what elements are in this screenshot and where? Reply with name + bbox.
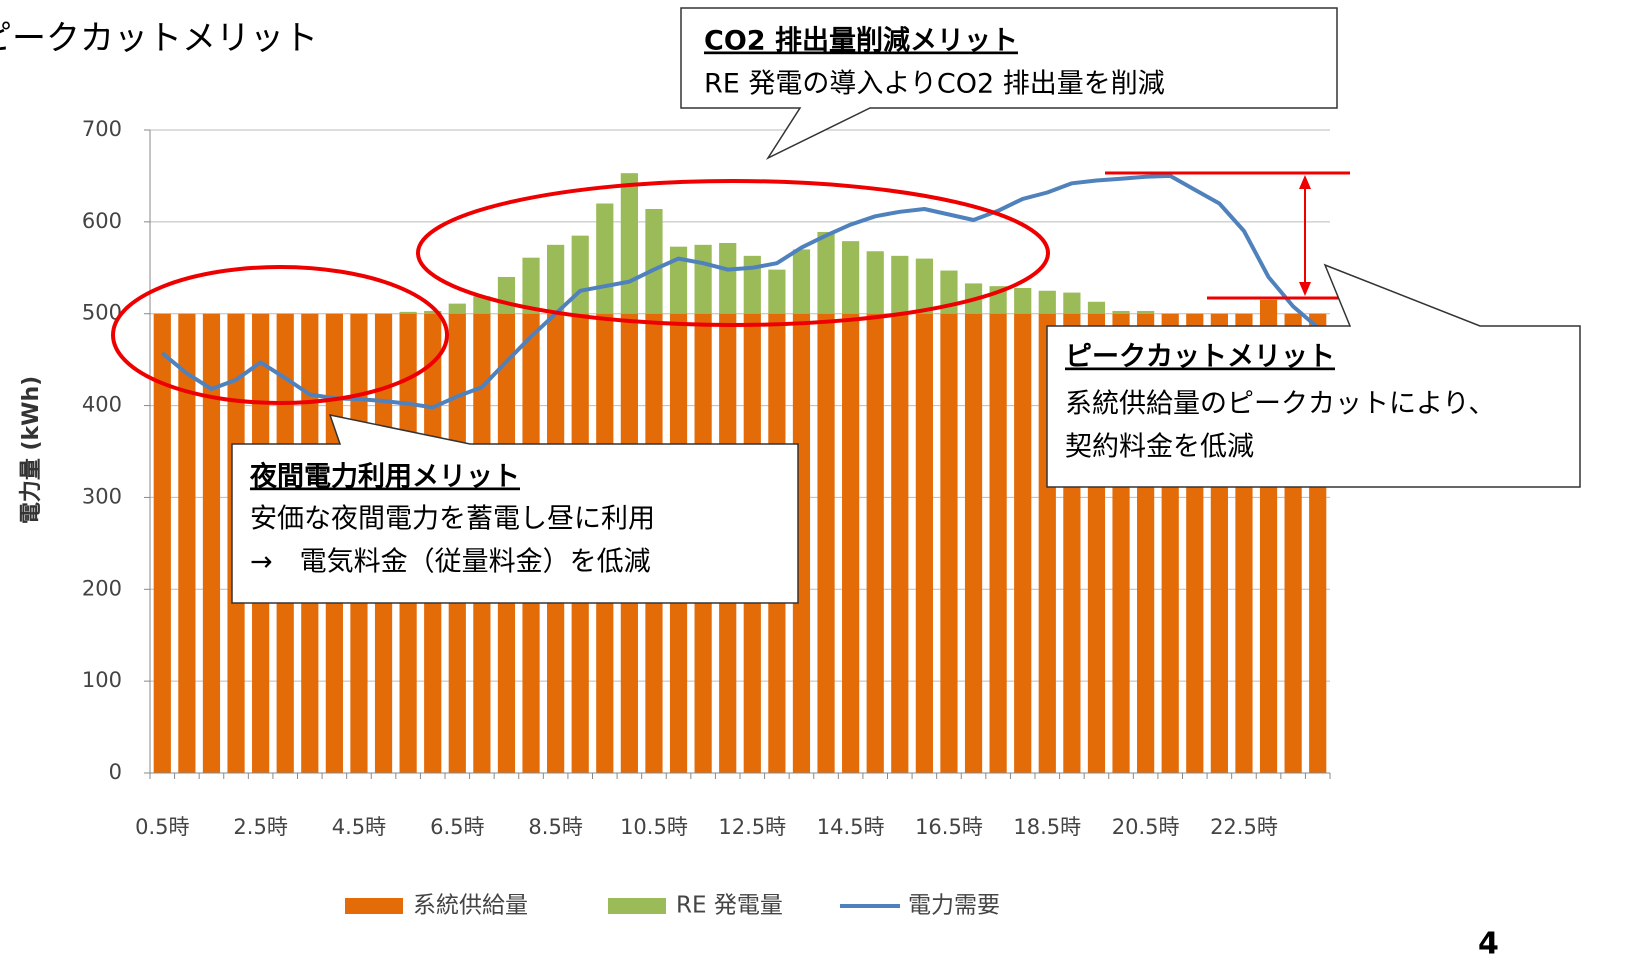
bar-segment [522,257,540,314]
bar-segment [1137,310,1155,314]
x-tick-label: 14.5時 [817,815,885,839]
legend-label: RE 発電量 [676,893,783,919]
arrow-head [1299,175,1311,189]
callout-box [680,7,1338,160]
x-tick-label: 2.5時 [233,815,287,839]
bar-segment [1087,301,1106,314]
bar-segment [915,258,933,314]
bar-segment [964,313,983,773]
callout-text: RE 発電の導入よりCO2 排出量を削減 [704,69,1165,100]
bar-segment [891,255,909,314]
x-tick-label: 4.5時 [332,815,386,839]
bar-segment [842,241,860,314]
x-tick-label: 0.5時 [135,815,189,839]
y-tick-label: 100 [82,668,122,692]
page-title: ピークカットメリット [0,19,318,59]
callout-title: ピークカットメリット [1065,342,1335,373]
callout-text: → 電気料金（従量料金）を低減 [250,547,651,578]
bar-segment [1014,313,1032,773]
legend-label: 電力需要 [908,893,1000,919]
bar-segment [620,173,638,314]
bar-segment [891,313,909,773]
y-tick-label: 600 [82,209,122,233]
bar-segment [448,303,466,314]
bar-segment [1014,287,1032,314]
bar-segment [1063,292,1081,314]
bar-segment [866,313,884,773]
x-tick-label: 6.5時 [430,815,484,839]
highlight-ellipse [111,265,449,405]
bar-segment [768,269,786,314]
bar-segment [153,313,171,773]
callout-box [231,413,799,604]
x-tick-label: 18.5時 [1013,815,1081,839]
legend-swatch [345,898,403,914]
x-tick-label: 10.5時 [620,815,688,839]
x-tick-label: 8.5時 [528,815,582,839]
bar-segment [915,313,933,773]
bar-segment [792,249,811,314]
bar-segment [547,244,565,314]
bar-segment [178,313,196,773]
bar-segment [743,255,761,314]
x-tick-label: 22.5時 [1210,815,1278,839]
line-series [161,173,1320,410]
x-tick-label: 12.5時 [718,815,786,839]
bar-segment [202,313,221,773]
legend-label: 系統供給量 [413,893,528,919]
bar-segment [1038,290,1056,314]
bar-segment [571,235,589,314]
x-tick-label: 20.5時 [1112,815,1180,839]
annotations: CO2 排出量削減メリット RE 発電の導入よりCO2 排出量を削減 夜間電力利… [111,7,1581,604]
callout-text: 安価な夜間電力を蓄電し昼に利用 [250,504,655,535]
callout-box [1046,263,1581,488]
legend-swatch [608,898,666,914]
y-tick-label: 200 [82,576,122,600]
y-tick-label: 0 [109,760,122,784]
bar-segment [719,242,737,314]
bar-segment [424,310,442,314]
callout-text: 系統供給量のピークカットにより、 [1065,389,1495,420]
bar-segment [940,313,958,773]
highlight-ellipse [416,179,1050,327]
bar-segment [497,276,516,314]
bar-segment [669,246,688,314]
callout-title: CO2 排出量削減メリット [704,26,1018,57]
y-axis-label: 電力量 (kWh) [19,376,44,524]
y-tick-label: 400 [82,393,122,417]
bar-segment [792,313,811,773]
bar-segment [842,313,860,773]
bar-segment [473,296,491,314]
arrow-head [1299,282,1311,296]
bar-segment [1112,310,1130,314]
bar-segment [989,313,1007,773]
bar-segment [399,311,417,314]
bar-segment [817,313,835,773]
bar-segment [694,244,712,314]
bar-segment [866,251,884,314]
x-tick-label: 16.5時 [915,815,983,839]
callout-text: 契約料金を低減 [1065,432,1254,463]
y-tick-label: 300 [82,484,122,508]
callout-title: 夜間電力利用メリット [249,461,520,493]
page-number: 4 [1478,927,1499,958]
bar-segment [817,231,835,314]
y-tick-label: 700 [82,117,122,141]
bar-segment [645,208,663,314]
bar-segment [596,203,614,314]
